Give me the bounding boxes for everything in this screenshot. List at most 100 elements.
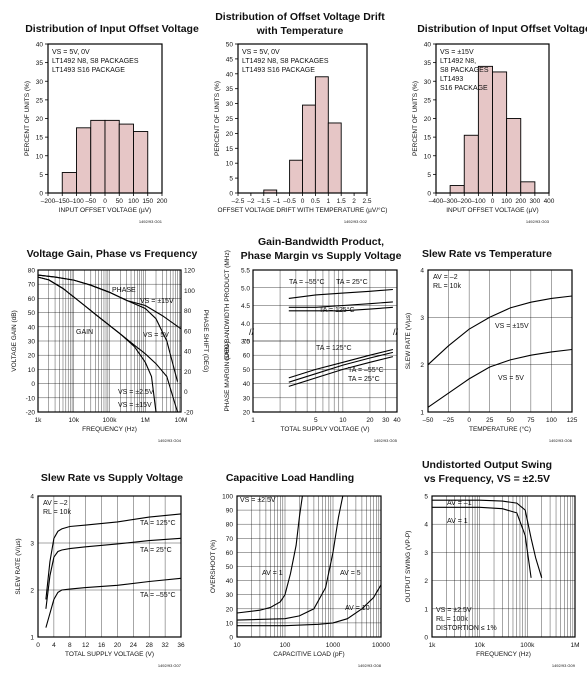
y-tick-label: 35 [424, 60, 432, 67]
x-tick-label: 150 [142, 198, 153, 205]
histogram-bar [327, 122, 342, 194]
x-tick-label: 300 [529, 198, 540, 205]
x-tick-label: –200 [457, 198, 472, 205]
x-axis-label: OFFSET VOLTAGE DRIFT WITH TEMPERATURE (µ… [218, 206, 388, 214]
y-tick-label: 40 [226, 71, 234, 78]
y-tick-label: 30 [243, 395, 251, 402]
chart-note: VS = ±2.5V [436, 607, 472, 614]
x-axis-label: FREQUENCY (Hz) [476, 651, 531, 658]
y-tick-label: 10 [226, 161, 234, 168]
histogram-bar [520, 181, 536, 194]
y2-tick-label: 20 [184, 369, 192, 376]
x-tick-label: 10 [233, 642, 241, 649]
chart-note: RL = 10k [433, 283, 461, 290]
y-tick-label: 25 [226, 116, 234, 123]
figure-code: 1492/93 G01 [139, 219, 163, 224]
y-tick-label: 2 [30, 588, 34, 595]
x-tick-label: 75 [527, 417, 535, 424]
chart-note: LT1493 S16 PACKAGE [242, 67, 315, 74]
y-tick-label: 90 [226, 508, 234, 515]
y2-tick-label: 120 [184, 268, 195, 275]
y2-tick-label: 80 [184, 308, 192, 315]
curve-label: TA = 25°C [336, 278, 368, 286]
slew-line [427, 348, 573, 408]
y-tick-label: 10 [28, 367, 36, 374]
x-tick-label: 0 [301, 198, 305, 205]
x-tick-label: 2.5 [362, 198, 371, 205]
y-tick-label: 70 [243, 339, 251, 346]
slew-line [45, 537, 182, 609]
curve-label: AV = 10 [345, 605, 370, 612]
y-tick-label: 70 [28, 282, 36, 289]
x-tick-label: –25 [443, 417, 454, 424]
histogram-chart: –400 –300 –200 –100 0 100 200 300 400 0 5 10 15 20 25 3… [412, 23, 587, 224]
chart-title: Phase Margin vs Supply Voltage [241, 250, 402, 262]
x-tick-label: 50 [116, 198, 124, 205]
y-axis-label: SLEW RATE (V/µs) [15, 538, 22, 594]
plot-frame [37, 495, 182, 638]
y-tick-label: 40 [36, 42, 44, 49]
y-axis-label: PERCENT OF UNITS (%) [214, 81, 221, 156]
x-tick-label: 100 [280, 642, 291, 649]
curve-label: PHASE [112, 287, 136, 294]
plot-frame [431, 495, 576, 638]
chart-note: S16 PACKAGE [440, 85, 488, 92]
curve-label: VS = ±15V [495, 323, 529, 330]
y-tick-label: 0 [427, 191, 431, 198]
histogram-chart: –2.5 –2 –1.5 –1 –0.5 0 0.5 1 1.5 2 2.5 0 5 10 15 20 25 30… [214, 11, 387, 224]
y-tick-label: 1 [30, 635, 34, 642]
chart-title: Capacitive Load Handling [226, 472, 354, 484]
histogram-bar [463, 134, 479, 194]
x-tick-label: –2.5 [232, 198, 245, 205]
y-tick-label: 45 [226, 56, 234, 63]
y-tick-label: 30 [36, 79, 44, 86]
slew-line [427, 295, 573, 366]
y-axis-label: PERCENT OF UNITS (%) [412, 81, 419, 156]
plot-frame [252, 269, 398, 413]
y-tick-label: 50 [28, 310, 36, 317]
curve-label: AV = 1 [447, 518, 468, 525]
y-tick-label: 0 [31, 381, 35, 388]
y-tick-label: 4 [30, 494, 34, 501]
x-tick-label: –100 [69, 198, 84, 205]
curve-label: VS = ±15V [118, 402, 152, 409]
y-tick-label: 5.0 [241, 285, 250, 292]
x-tick-label: 4 [52, 642, 56, 649]
x-tick-label: 0.5 [311, 198, 320, 205]
x-tick-label: –50 [85, 198, 96, 205]
x-axis-label: INPUT OFFSET VOLTAGE (µV) [59, 207, 151, 214]
curve-label: VS = 5V [498, 375, 524, 382]
x-tick-label: 400 [544, 198, 555, 205]
figure-code: 1492/93 G07 [158, 663, 182, 668]
x-tick-label: –0.5 [283, 198, 296, 205]
y-tick-label: 100 [222, 494, 233, 501]
y-tick-label: 40 [226, 578, 234, 585]
histogram-bar [118, 123, 134, 194]
y-tick-label: 20 [424, 116, 432, 123]
plot-frame [427, 269, 573, 413]
slew-line [45, 577, 182, 628]
y-tick-label: 0 [39, 191, 43, 198]
x-tick-label: 125 [567, 417, 578, 424]
x-tick-label: 2 [352, 198, 356, 205]
gbw-line [288, 301, 393, 308]
axis-break-mark: // [249, 327, 255, 337]
chart-title: Undistorted Output Swing [422, 459, 552, 471]
figure-code: 1492/93 G09 [552, 663, 576, 668]
y-axis-label: SLEW RATE (V/µs) [405, 313, 412, 369]
x-tick-label: 1M [141, 417, 150, 424]
y-tick-label: 2 [424, 578, 428, 585]
y-tick-label: 50 [243, 367, 251, 374]
y-tick-label: 3 [424, 550, 428, 557]
y-tick-label: 60 [226, 550, 234, 557]
chart-title: Distribution of Offset Voltage Drift [215, 11, 385, 23]
x-tick-label: 10000 [372, 642, 390, 649]
curve-label: VS = ±15V [140, 298, 174, 305]
y-tick-label: 10 [226, 620, 234, 627]
y-tick-label: 50 [226, 42, 234, 49]
y-tick-label: 35 [36, 60, 44, 67]
phase-margin-line [288, 351, 394, 383]
x-tick-label: –200 [41, 198, 56, 205]
x-tick-label: 25 [486, 417, 494, 424]
plot-frame [236, 495, 382, 638]
